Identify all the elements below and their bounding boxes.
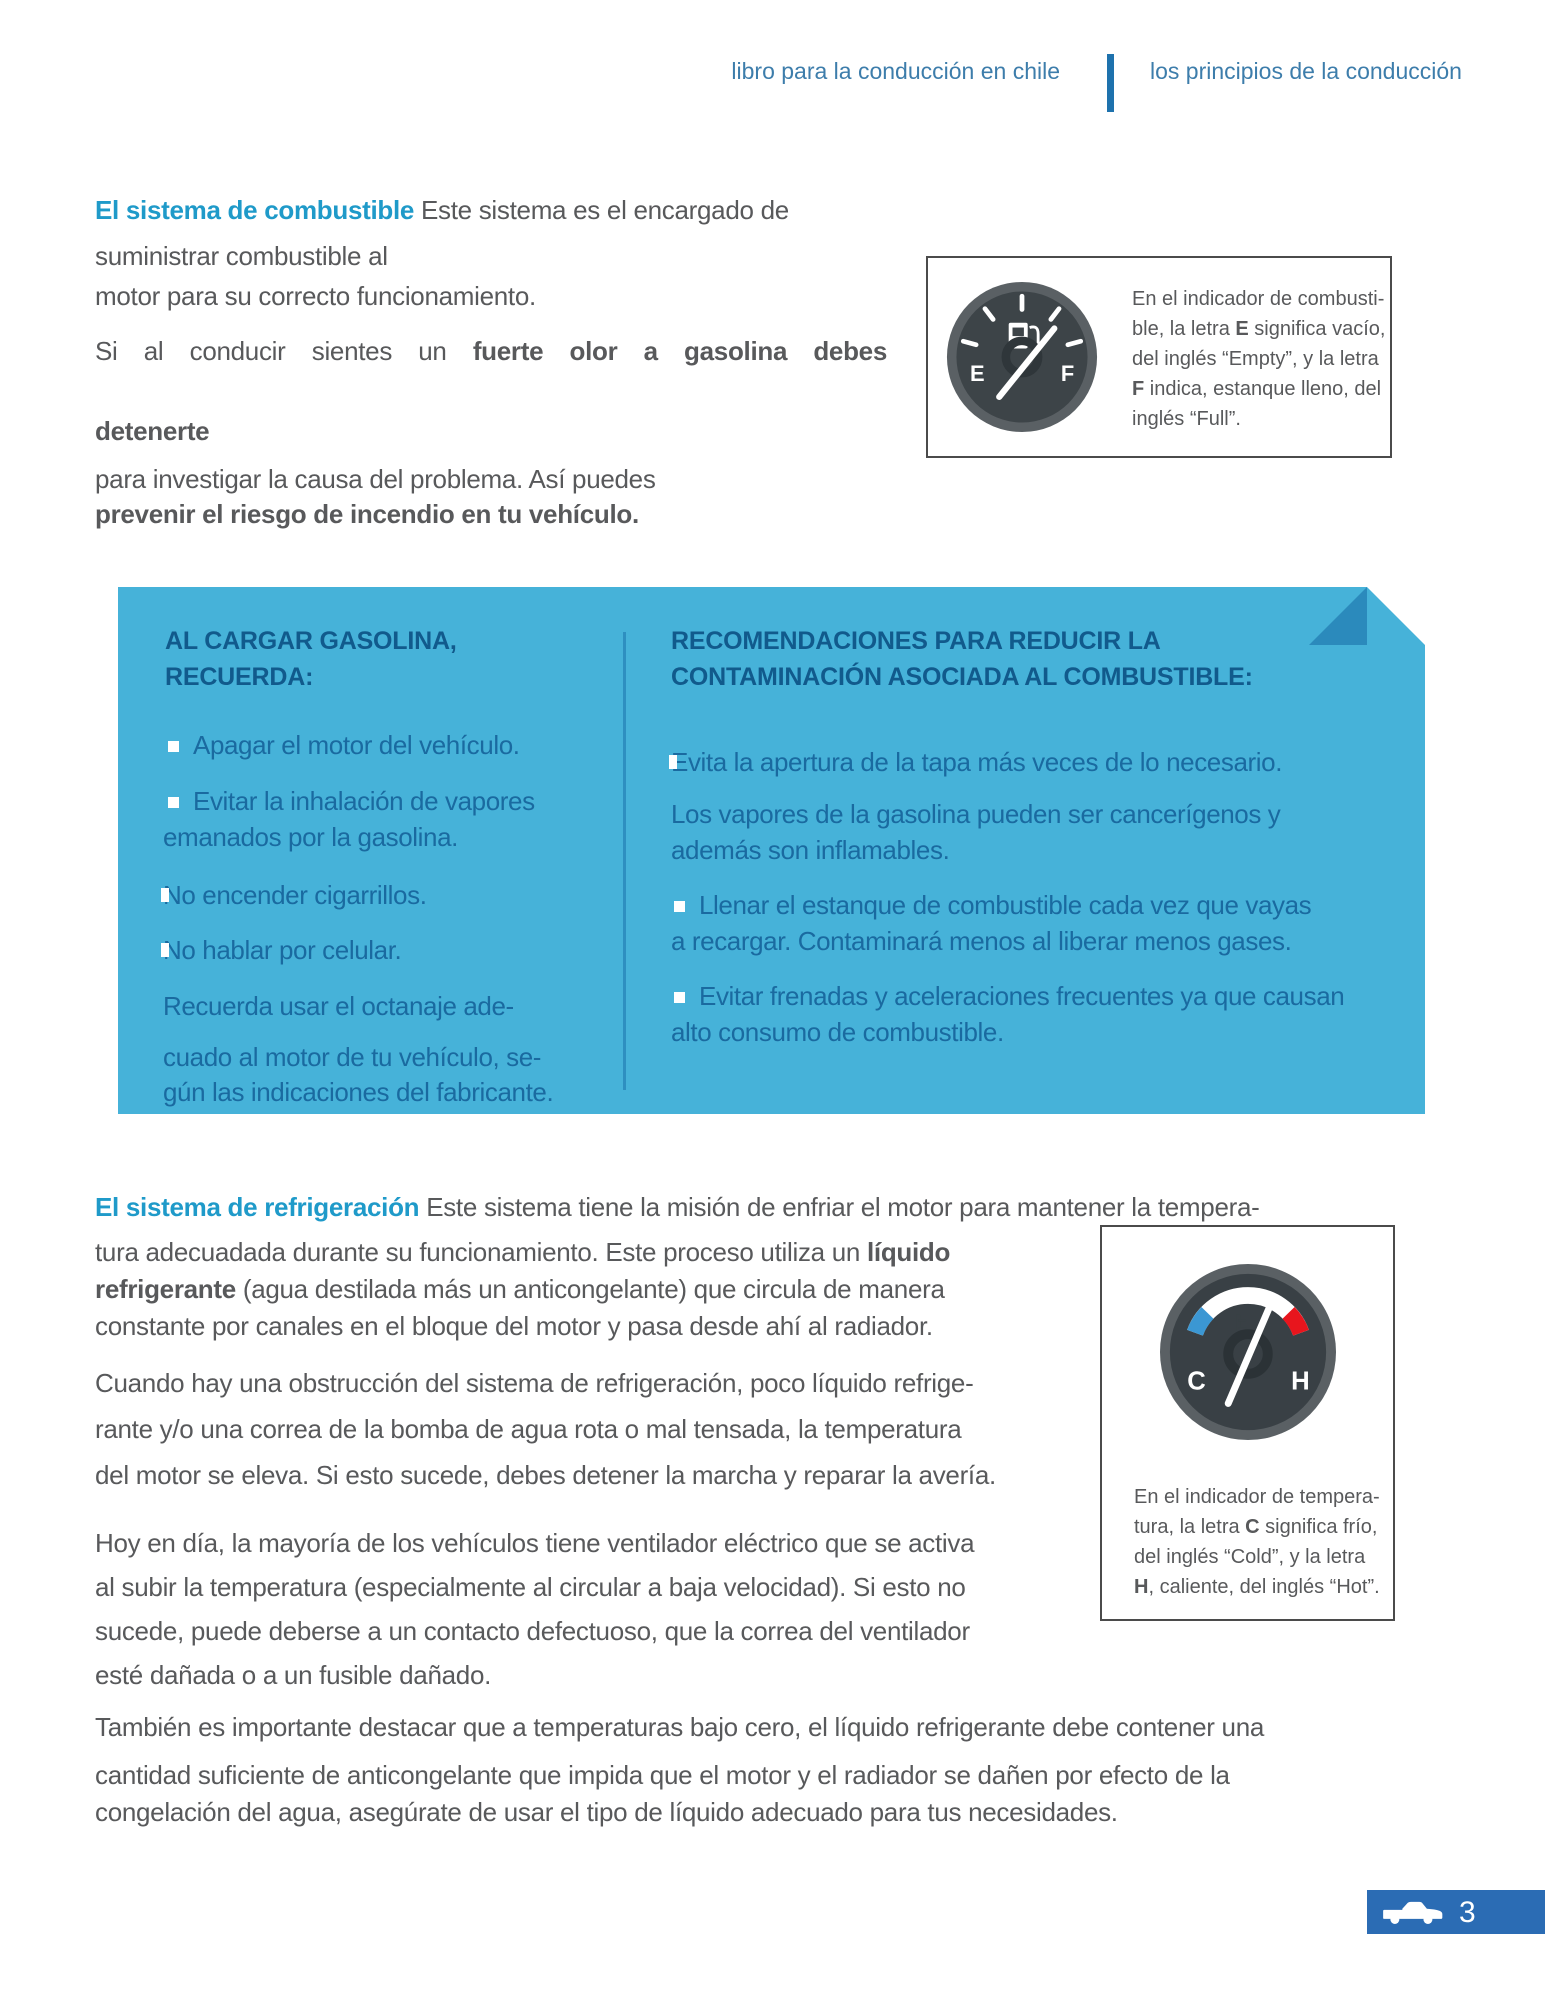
gauge-full-label: F bbox=[1061, 361, 1074, 386]
tips-left-item: No encender cigarrillos. bbox=[161, 880, 427, 910]
bullet-square-icon bbox=[168, 741, 179, 752]
header-divider bbox=[1107, 54, 1114, 112]
gauge-pivot bbox=[1223, 1329, 1273, 1379]
tips-right-item: Evitar frenadas y aceleraciones frecuent… bbox=[674, 981, 1345, 1012]
fuel-section-line4: Si al conducir sientes un fuerte olor a … bbox=[95, 336, 887, 366]
tick-marks bbox=[960, 293, 1084, 348]
cooling-p2-line: del motor se eleva. Si esto sucede, debe… bbox=[95, 1460, 996, 1490]
gauge-needle bbox=[996, 325, 1058, 400]
cooling-section-line1: El sistema de refrigeración Este sistema… bbox=[95, 1192, 1260, 1222]
fuel-section-line1-rest: Este sistema es el encargado de bbox=[414, 195, 789, 225]
tips-right-item: Llenar el estanque de combustible cada v… bbox=[674, 890, 1312, 921]
folded-corner bbox=[1367, 587, 1425, 645]
tips-box: AL CARGAR GASOLINA, RECUERDA: Apagar el … bbox=[118, 587, 1425, 1114]
fuel-caption-line: F indica, estanque lleno, del bbox=[1132, 378, 1382, 400]
temp-caption-line: En el indicador de tempera- bbox=[1134, 1486, 1380, 1508]
header-left-text: libro para la conducción en chile bbox=[731, 58, 1060, 84]
cooling-p3-line: al subir la temperatura (especialmente a… bbox=[95, 1572, 966, 1602]
tips-left-item: Evitar la inhalación de vapores bbox=[168, 786, 535, 817]
fuel-gauge: E F bbox=[946, 281, 1098, 433]
cooling-p3-line: Hoy en día, la mayoría de los vehículos … bbox=[95, 1528, 975, 1558]
tips-left-heading: AL CARGAR GASOLINA, bbox=[165, 627, 457, 655]
cooling-p2-line: rante y/o una correa de la bomba de agua… bbox=[95, 1414, 962, 1444]
fuel-section-line1: El sistema de combustible Este sistema e… bbox=[95, 195, 789, 226]
cooling-p1-line: constante por canales en el bloque del m… bbox=[95, 1311, 933, 1341]
fuel-gauge-figure-box: E F En el indicador de combusti- ble, la… bbox=[926, 256, 1392, 458]
cooling-p4-line: congelación del agua, asegúrate de usar … bbox=[95, 1797, 1118, 1827]
fuel-section-heading: El sistema de combustible bbox=[95, 195, 415, 225]
page-number: 3 bbox=[1459, 1896, 1476, 1929]
tips-left-item: gún las indicaciones del fabricante. bbox=[163, 1077, 554, 1107]
tips-right-item: Evita la apertura de la tapa más veces d… bbox=[668, 747, 1283, 777]
cooling-p2-line: Cuando hay una obstrucción del sistema d… bbox=[95, 1368, 974, 1398]
tips-left-heading: RECUERDA: bbox=[165, 663, 314, 691]
bullet-square-icon bbox=[674, 901, 685, 912]
bullet-square-icon bbox=[168, 797, 179, 808]
cooling-p4-line: También es importante destacar que a tem… bbox=[95, 1712, 1265, 1742]
column-divider bbox=[623, 632, 626, 1090]
tips-right-heading: RECOMENDACIONES PARA REDUCIR LA bbox=[671, 627, 1161, 655]
fuel-caption-line: En el indicador de combusti- bbox=[1132, 288, 1385, 310]
cold-segment bbox=[1187, 1306, 1214, 1336]
header-right-text: los principios de la conducción bbox=[1150, 58, 1462, 84]
gauge-needle bbox=[1224, 1303, 1274, 1407]
footer-page-tab: 3 bbox=[1367, 1890, 1545, 1934]
tips-right-item: a recargar. Contaminará menos al liberar… bbox=[671, 926, 1292, 956]
cooling-p3-line: esté dañada o a un fusible dañado. bbox=[95, 1660, 492, 1690]
fuel-section-line2: suministrar combustible al bbox=[95, 241, 388, 271]
pickup-truck-icon bbox=[1383, 1901, 1443, 1924]
cooling-p1-line: tura adecuadada durante su funcionamient… bbox=[95, 1237, 951, 1267]
temperature-gauge-figure-box: C H En el indicador de tempera- tura, la… bbox=[1100, 1225, 1395, 1621]
tips-left-item: cuado al motor de tu vehículo, se- bbox=[163, 1042, 542, 1072]
tips-left-item: Apagar el motor del vehículo. bbox=[168, 730, 520, 761]
gauge-hot-label: H bbox=[1291, 1368, 1310, 1396]
tips-right-heading: CONTAMINACIÓN ASOCIADA AL COMBUSTIBLE: bbox=[671, 663, 1253, 691]
fuel-caption-line: inglés “Full”. bbox=[1132, 408, 1241, 430]
cooling-section-heading: El sistema de refrigeración bbox=[95, 1192, 420, 1222]
tips-right-item: además son inflamables. bbox=[671, 835, 950, 865]
fuel-section-line6: para investigar la causa del problema. A… bbox=[95, 464, 656, 529]
temp-caption-line: del inglés “Cold”, y la letra bbox=[1134, 1546, 1366, 1568]
gauge-cold-label: C bbox=[1187, 1368, 1206, 1396]
bullet-square-icon bbox=[674, 992, 685, 1003]
hot-segment bbox=[1282, 1306, 1309, 1336]
temperature-gauge: C H bbox=[1159, 1263, 1337, 1441]
cooling-p4-line: cantidad suficiente de anticongelante qu… bbox=[95, 1760, 1230, 1790]
tips-left-item: No hablar por celular. bbox=[160, 935, 402, 965]
fuel-section-line5: detenerte bbox=[95, 416, 210, 446]
tips-left-item: emanados por la gasolina. bbox=[163, 822, 458, 852]
fuel-caption-line: del inglés “Empty”, y la letra bbox=[1132, 348, 1379, 370]
temp-caption-line: H, caliente, del inglés “Hot”. bbox=[1134, 1576, 1380, 1598]
tips-left-item: Recuerda usar el octanaje ade- bbox=[163, 991, 514, 1021]
cooling-p1-line: refrigerante (agua destilada más un anti… bbox=[95, 1274, 945, 1304]
folded-corner-shadow bbox=[1251, 587, 1367, 645]
gauge-empty-label: E bbox=[970, 361, 985, 386]
tips-right-item: Los vapores de la gasolina pueden ser ca… bbox=[671, 799, 1281, 829]
fuel-caption-line: ble, la letra E significa vacío, bbox=[1132, 318, 1386, 340]
temp-caption-line: tura, la letra C significa frío, bbox=[1134, 1516, 1378, 1538]
cooling-p3-line: sucede, puede deberse a un contacto defe… bbox=[95, 1616, 970, 1646]
fuel-section-line3: motor para su correcto funcionamiento. bbox=[95, 281, 536, 311]
tips-right-item: alto consumo de combustible. bbox=[671, 1017, 1004, 1047]
